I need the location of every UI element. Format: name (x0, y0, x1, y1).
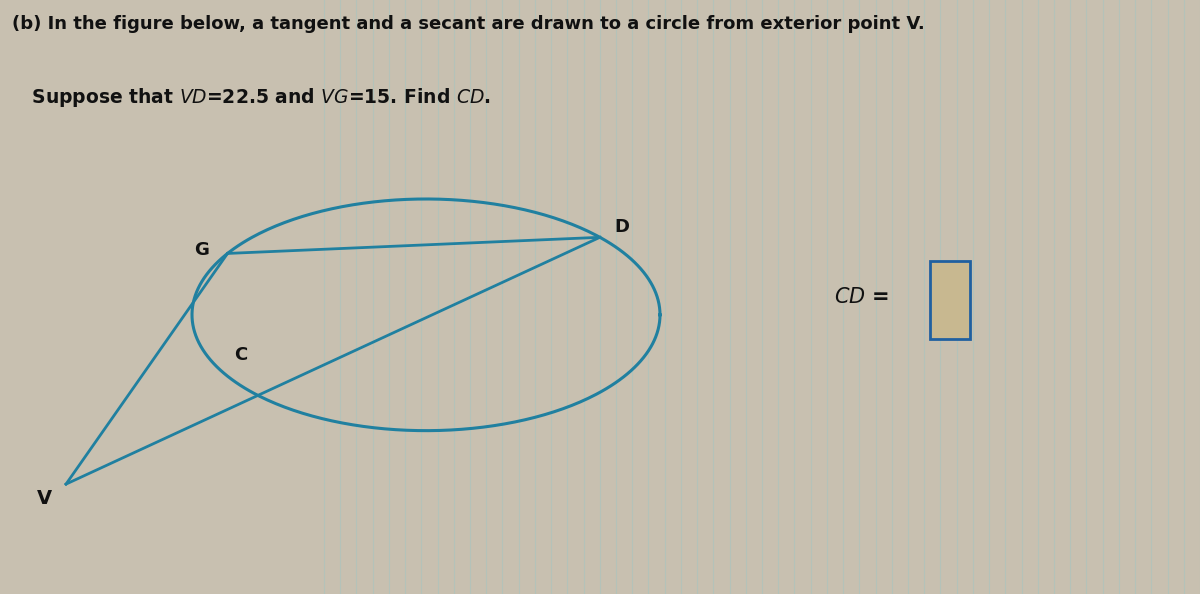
Text: C: C (234, 346, 247, 364)
Text: (b) In the figure below, a tangent and a secant are drawn to a circle from exter: (b) In the figure below, a tangent and a… (12, 15, 925, 33)
FancyBboxPatch shape (930, 261, 970, 339)
Text: D: D (614, 217, 629, 236)
Text: Suppose that $\it{VD}$=22.5 and $\it{VG}$=15. Find $\it{CD}$.: Suppose that $\it{VD}$=22.5 and $\it{VG}… (12, 86, 491, 109)
Text: G: G (193, 242, 209, 260)
Text: V: V (37, 489, 52, 508)
Text: $\it{CD}$ =: $\it{CD}$ = (834, 287, 889, 307)
